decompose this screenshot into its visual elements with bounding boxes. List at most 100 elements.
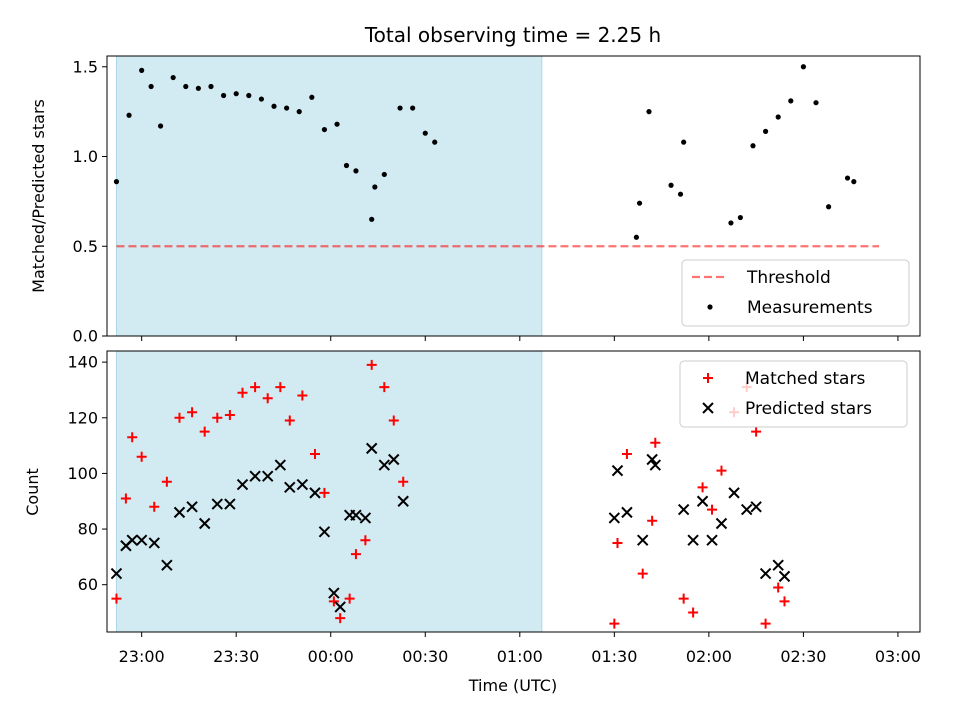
predicted-stars-point-38 — [715, 517, 728, 530]
measurements-point-11 — [246, 92, 252, 99]
x-tick-label-1: 23:30 — [213, 647, 259, 666]
measurements-point-34 — [728, 220, 734, 226]
predicted-stars-point-12 — [249, 470, 261, 482]
matched-stars-point-19 — [328, 596, 339, 607]
matched-stars-point-18 — [319, 487, 330, 498]
predicted-stars-point-33 — [649, 459, 662, 471]
legend-predicted-stars-swatch — [702, 402, 714, 414]
measurements-point-6 — [183, 83, 189, 90]
matched-stars-point-12 — [250, 382, 261, 393]
matched-stars-point-21 — [344, 593, 355, 604]
matched-stars-point-6 — [174, 412, 185, 423]
measurements-point-0 — [113, 179, 120, 185]
measurements-point-21 — [369, 216, 375, 222]
measurements-point-42 — [826, 204, 832, 210]
measurements-point-36 — [750, 143, 756, 149]
predicted-stars-point-39 — [728, 487, 740, 499]
measurements-point-30 — [646, 109, 652, 115]
measurements-point-14 — [284, 105, 290, 111]
matched-stars-point-8 — [199, 426, 210, 437]
matched-stars-point-10 — [224, 409, 235, 420]
predicted-stars-point-26 — [388, 453, 400, 466]
predicted-stars-point-10 — [224, 498, 236, 510]
matched-stars-point-26 — [388, 415, 399, 426]
measurements-point-1 — [126, 112, 132, 118]
measurements-point-7 — [195, 85, 201, 91]
legend-measurements-swatch — [707, 304, 713, 310]
measurements-point-41 — [813, 100, 819, 106]
x-tick-label-4: 01:00 — [497, 647, 543, 666]
predicted-stars-point-42 — [759, 567, 772, 580]
matched-stars-point-35 — [688, 607, 699, 618]
matched-stars-point-25 — [379, 382, 390, 393]
bottom-shaded-span — [115, 350, 543, 633]
matched-stars-point-29 — [612, 537, 623, 548]
predicted-stars-point-44 — [778, 570, 791, 583]
measurements-point-4 — [157, 123, 164, 129]
matched-stars-point-4 — [149, 501, 160, 512]
top-y-tick-label-2: 1.0 — [73, 147, 98, 166]
matched-stars-point-36 — [697, 482, 708, 493]
top-shaded-span — [115, 55, 543, 337]
matched-stars-point-1 — [120, 493, 131, 504]
measurements-point-37 — [762, 128, 769, 134]
matched-stars-point-42 — [760, 618, 771, 629]
predicted-stars-point-35 — [687, 534, 699, 546]
predicted-stars-point-7 — [186, 501, 198, 513]
measurements-point-26 — [422, 130, 428, 136]
bottom-y-tick-label-1: 80 — [78, 520, 98, 539]
predicted-stars-point-41 — [750, 501, 762, 513]
predicted-stars-point-36 — [696, 495, 709, 507]
predicted-stars-point-8 — [198, 517, 211, 530]
predicted-stars-point-22 — [350, 509, 362, 521]
matched-stars-point-13 — [262, 393, 273, 404]
top-axes-frame — [106, 55, 921, 337]
matched-stars-point-20 — [335, 613, 346, 624]
legend-threshold-label: Threshold — [746, 268, 831, 288]
measurements-point-19 — [343, 162, 350, 169]
measurements-point-38 — [775, 114, 781, 120]
predicted-stars-point-14 — [274, 459, 287, 471]
measurements-point-17 — [321, 126, 328, 133]
legend-matched-stars-label: Matched stars — [745, 369, 865, 389]
matched-stars-point-34 — [678, 593, 689, 604]
matched-stars-point-24 — [366, 359, 377, 370]
predicted-stars-point-15 — [284, 481, 296, 494]
measurements-point-2 — [139, 67, 145, 73]
matched-stars-point-5 — [161, 476, 172, 487]
matched-stars-point-3 — [136, 451, 147, 462]
matched-stars-point-33 — [650, 437, 661, 448]
predicted-stars-point-34 — [677, 503, 690, 516]
matched-stars-point-7 — [187, 407, 198, 418]
predicted-stars-point-17 — [309, 487, 321, 499]
measurements-point-5 — [170, 74, 176, 81]
predicted-stars-point-32 — [646, 453, 658, 466]
matched-stars-point-28 — [609, 618, 620, 629]
measurements-point-40 — [800, 64, 807, 70]
measurements-point-16 — [309, 94, 315, 100]
predicted-stars-point-18 — [318, 526, 331, 538]
bottom-y-tick-label-0: 60 — [78, 575, 98, 594]
bottom-legend-box — [679, 360, 908, 428]
measurements-point-12 — [258, 96, 265, 102]
legend-predicted-stars-label: Predicted stars — [745, 399, 872, 419]
predicted-stars-point-27 — [397, 495, 409, 507]
predicted-stars-point-23 — [359, 512, 372, 524]
predicted-stars-point-30 — [621, 506, 633, 519]
measurements-point-31 — [668, 182, 674, 188]
top-legend-box — [681, 259, 910, 327]
predicted-stars-point-3 — [135, 534, 148, 546]
measurements-point-13 — [271, 103, 277, 109]
legend-matched-stars-swatch — [703, 373, 713, 383]
measurements-point-28 — [633, 234, 639, 240]
bottom-y-tick-label-4: 140 — [67, 353, 98, 372]
matched-stars-point-17 — [309, 448, 320, 459]
predicted-stars-point-31 — [636, 534, 649, 546]
matched-stars-point-38 — [716, 465, 727, 476]
matched-stars-point-2 — [127, 432, 138, 443]
matched-stars-point-9 — [212, 412, 223, 423]
measurements-point-27 — [432, 139, 438, 145]
plot-layer: 0.0 0.5 1.0 1.5 Threshold Measurements 60 80 100… — [67, 55, 921, 666]
predicted-stars-point-24 — [365, 442, 378, 455]
